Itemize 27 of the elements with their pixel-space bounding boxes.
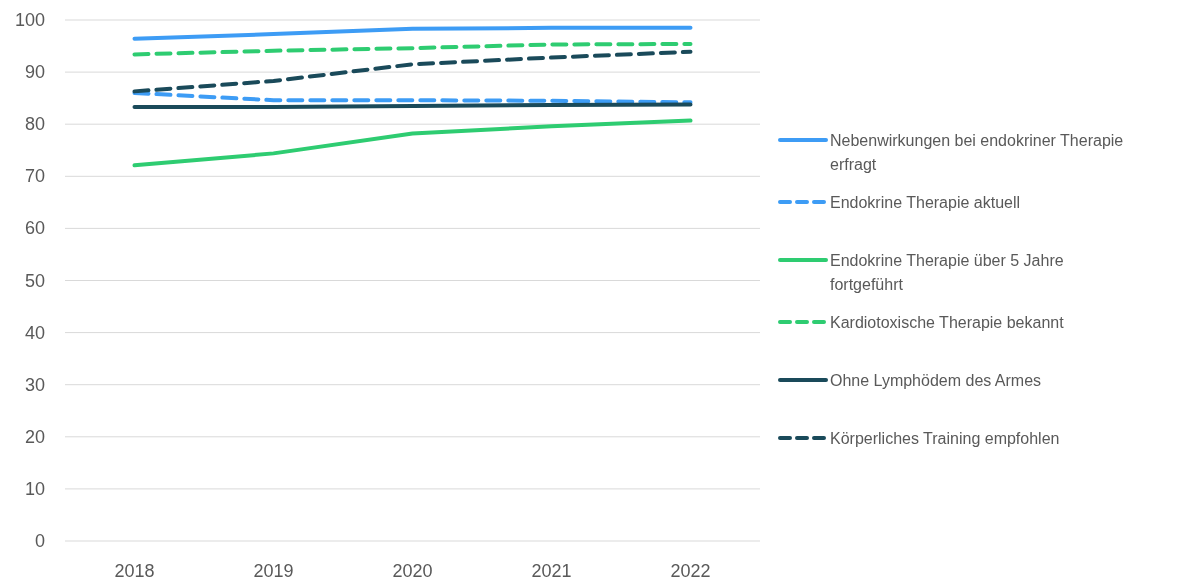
x-tick-label: 2021 bbox=[531, 561, 572, 581]
y-tick-label: 10 bbox=[24, 478, 45, 499]
x-tick-label: 2020 bbox=[392, 561, 433, 581]
y-tick-label: 0 bbox=[34, 531, 45, 551]
y-tick-label: 90 bbox=[24, 62, 45, 83]
y-tick-label: 60 bbox=[24, 218, 45, 239]
x-tick-label: 2019 bbox=[253, 561, 294, 581]
x-tick-label: 2018 bbox=[114, 561, 155, 581]
legend-label: Nebenwirkungen bei endokriner Therapie erfragt bbox=[830, 132, 1124, 173]
legend-label: Körperliches Training empfohlen bbox=[830, 430, 1060, 447]
line-series bbox=[132, 90, 693, 105]
x-tick-label: 2022 bbox=[670, 561, 711, 581]
legend-label: Ohne Lymphödem des Armes bbox=[830, 372, 1042, 389]
legend-label: Kardiotoxische Therapie bekannt bbox=[830, 314, 1065, 331]
legend-label: Endokrine Therapie über 5 Jahre fortgeführt bbox=[830, 252, 1064, 293]
y-tick-label: 20 bbox=[24, 426, 45, 447]
y-tick-label: 30 bbox=[24, 374, 45, 395]
y-tick-label: 40 bbox=[24, 322, 45, 343]
y-tick-label: 100 bbox=[14, 10, 45, 30]
line-series bbox=[132, 25, 693, 41]
y-tick-label: 80 bbox=[24, 114, 45, 135]
y-tick-label: 50 bbox=[24, 270, 45, 291]
line-series bbox=[132, 41, 693, 57]
line-series bbox=[132, 118, 693, 168]
line-series bbox=[132, 49, 693, 94]
legend-label: Endokrine Therapie aktuell bbox=[830, 194, 1021, 211]
y-tick-label: 70 bbox=[24, 166, 45, 187]
